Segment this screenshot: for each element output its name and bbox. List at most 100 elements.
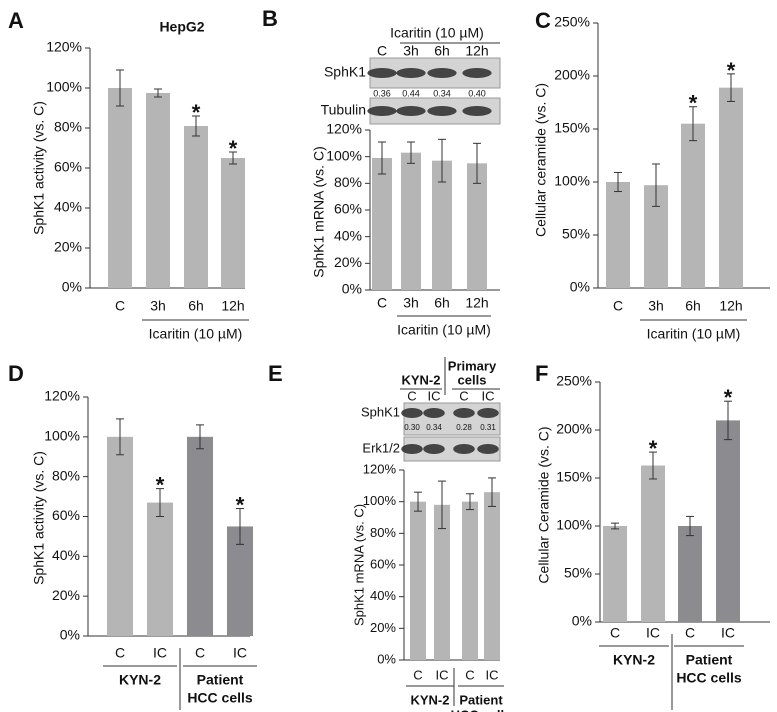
bar — [484, 492, 500, 660]
bar — [107, 436, 133, 636]
significance-mark: * — [727, 58, 736, 83]
bar — [716, 420, 740, 622]
y-tick-label: 80% — [52, 467, 80, 483]
y-tick-label: 100% — [326, 147, 362, 163]
blot-quant: 0.44 — [402, 88, 420, 98]
group-label: KYN-2 — [119, 672, 161, 688]
bar — [187, 436, 213, 636]
y-tick-label: 100% — [44, 428, 80, 444]
panel-label: A — [8, 8, 24, 33]
bar — [719, 87, 743, 288]
y-tick-label: 60% — [54, 159, 82, 175]
bar — [410, 501, 426, 660]
x-tick-label: IC — [233, 645, 247, 661]
bar — [434, 504, 450, 660]
blot-column: C — [377, 43, 387, 59]
y-tick-label: 250% — [554, 14, 590, 30]
bar — [467, 163, 487, 290]
y-tick-label: 120% — [44, 388, 80, 404]
y-tick-label: 150% — [554, 120, 590, 136]
bar — [108, 88, 132, 288]
group-label: HCC cells — [451, 707, 512, 712]
blot-quant: 0.40 — [468, 88, 486, 98]
x-tick-label: C — [465, 667, 474, 682]
x-tick-label: IC — [646, 625, 660, 641]
blot-quant: 0.36 — [373, 88, 391, 98]
x-tick-label: C — [413, 667, 422, 682]
blot-quant: 0.34 — [426, 423, 442, 432]
blot-band — [396, 68, 426, 78]
bar — [146, 93, 170, 288]
blot-header: KYN-2 — [401, 372, 440, 387]
y-tick-label: 0% — [377, 651, 396, 666]
y-tick-label: 60% — [52, 507, 80, 523]
blot-band — [477, 408, 499, 418]
y-axis-label: SphK1 activity (vs. C) — [31, 101, 47, 235]
y-tick-label: 60% — [370, 556, 396, 571]
y-tick-label: 0% — [570, 279, 590, 295]
bar — [147, 502, 173, 636]
blot-column: 3h — [403, 43, 419, 59]
y-tick-label: 80% — [370, 525, 396, 540]
x-tick-label: C — [195, 645, 205, 661]
x-tick-label: 12h — [221, 298, 244, 314]
blot-row-label: Tubulin — [321, 102, 366, 118]
bar — [432, 160, 452, 290]
y-tick-label: 100% — [46, 79, 82, 95]
blot-quant: 0.30 — [404, 423, 420, 432]
y-tick-label: 20% — [52, 587, 80, 603]
significance-mark: * — [236, 493, 245, 518]
blot-band — [401, 444, 423, 454]
y-axis-label: SphK1 mRNA (vs. C) — [311, 146, 327, 277]
y-axis-label: Cellular ceramide (vs. C) — [533, 83, 549, 237]
blot-header: cells — [458, 372, 487, 387]
significance-mark: * — [649, 436, 658, 461]
x-tick-label: IC — [721, 625, 735, 641]
y-tick-label: 100% — [363, 493, 397, 508]
panel-label: E — [268, 361, 283, 386]
y-axis-label: SphK1 activity (vs. C) — [31, 451, 47, 585]
blot-band — [396, 106, 426, 116]
y-tick-label: 50% — [562, 226, 590, 242]
blot-band — [423, 444, 445, 454]
group-label: HCC cells — [676, 670, 742, 686]
y-tick-label: 120% — [326, 121, 362, 137]
y-tick-label: 80% — [54, 119, 82, 135]
blot-band — [477, 444, 499, 454]
group-label: Patient — [197, 672, 244, 688]
y-tick-label: 40% — [52, 547, 80, 563]
y-tick-label: 60% — [334, 201, 362, 217]
x-tick-label: 12h — [719, 298, 742, 314]
blot-row-label: SphK1 — [324, 64, 366, 80]
bar — [372, 158, 392, 290]
x-tick-label: IC — [486, 667, 499, 682]
group-label: Icaritin (10 µM) — [647, 326, 741, 342]
x-tick-label: 3h — [648, 298, 664, 314]
y-tick-label: 20% — [54, 239, 82, 255]
y-tick-label: 0% — [60, 627, 80, 643]
blot-band — [427, 106, 457, 116]
blot-band — [423, 408, 445, 418]
blot-column: 12h — [465, 43, 488, 59]
x-tick-label: IC — [436, 667, 449, 682]
blot-header: Primary — [448, 358, 497, 373]
x-tick-label: C — [685, 625, 695, 641]
bar — [603, 526, 627, 622]
y-tick-label: 40% — [54, 199, 82, 215]
bar — [401, 152, 421, 290]
y-tick-label: 120% — [363, 461, 397, 476]
x-tick-label: 6h — [188, 298, 204, 314]
x-tick-label: C — [115, 298, 125, 314]
blot-band — [453, 408, 475, 418]
panel-label: B — [262, 6, 278, 31]
blot-band — [453, 444, 475, 454]
group-label: KYN-2 — [613, 652, 655, 668]
x-tick-label: 12h — [465, 295, 488, 311]
y-tick-label: 80% — [334, 174, 362, 190]
y-axis-label: SphK1 mRNA (vs. C) — [351, 504, 366, 626]
group-label: Icaritin (10 µM) — [397, 322, 491, 338]
y-axis-label: Cellular Ceramide (vs. C) — [536, 426, 552, 583]
y-tick-label: 0% — [342, 281, 362, 297]
y-tick-label: 0% — [62, 279, 82, 295]
blot-column: IC — [482, 388, 495, 403]
